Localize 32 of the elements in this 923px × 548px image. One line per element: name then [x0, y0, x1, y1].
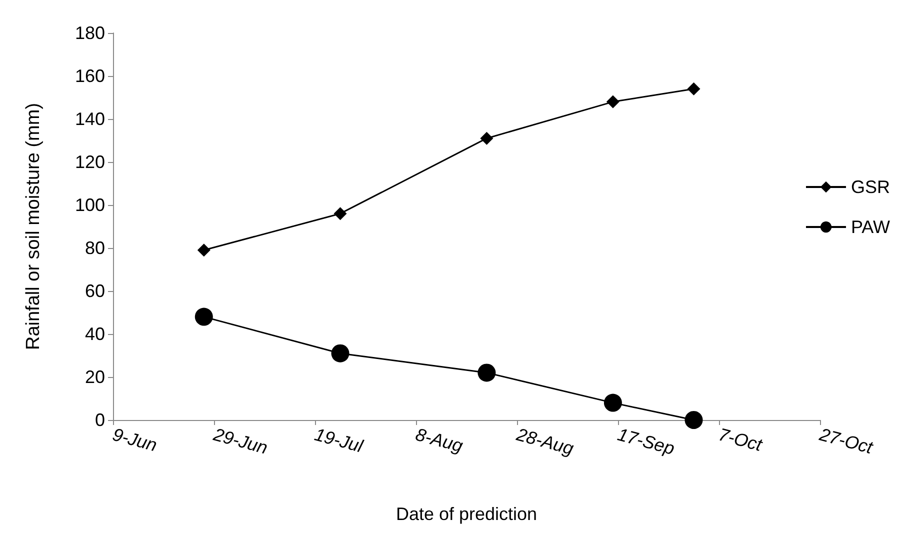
x-tick-label: 8-Aug — [413, 424, 465, 456]
y-tick-label: 120 — [74, 152, 105, 172]
y-tick-label: 100 — [74, 195, 105, 215]
x-tick-label: 28-Aug — [513, 424, 576, 459]
x-tick-label: 29-Jun — [210, 424, 270, 458]
y-tick-label: 20 — [84, 367, 105, 387]
x-tick-label: 19-Jul — [312, 424, 366, 457]
point — [480, 132, 494, 145]
point — [687, 82, 700, 96]
point — [194, 308, 213, 326]
point — [478, 364, 496, 382]
point — [334, 207, 347, 220]
y-tick-label: 80 — [84, 238, 105, 258]
point — [684, 411, 703, 429]
point — [197, 244, 210, 257]
x-tick-label: 7-Oct — [716, 424, 766, 456]
y-tick-label: 180 — [74, 23, 105, 43]
point — [606, 95, 620, 108]
x-axis-title: Date of prediction — [396, 504, 538, 524]
y-tick-label: 0 — [94, 410, 105, 430]
x-tick-label: 17-Sep — [615, 424, 677, 459]
legend-label: PAW — [850, 217, 890, 237]
y-tick-label: 60 — [84, 281, 105, 301]
y-tick-label: 160 — [74, 66, 105, 86]
x-tick-label: 9-Jun — [110, 424, 160, 456]
y-tick-label: 140 — [74, 109, 105, 129]
y-tick-label: 40 — [84, 324, 105, 344]
point — [331, 344, 350, 362]
y-axis-title: Rainfall or soil moisture (mm) — [23, 102, 44, 350]
point — [604, 394, 622, 412]
legend-label: GSR — [850, 177, 890, 197]
x-tick-label: 27-Oct — [816, 424, 876, 458]
